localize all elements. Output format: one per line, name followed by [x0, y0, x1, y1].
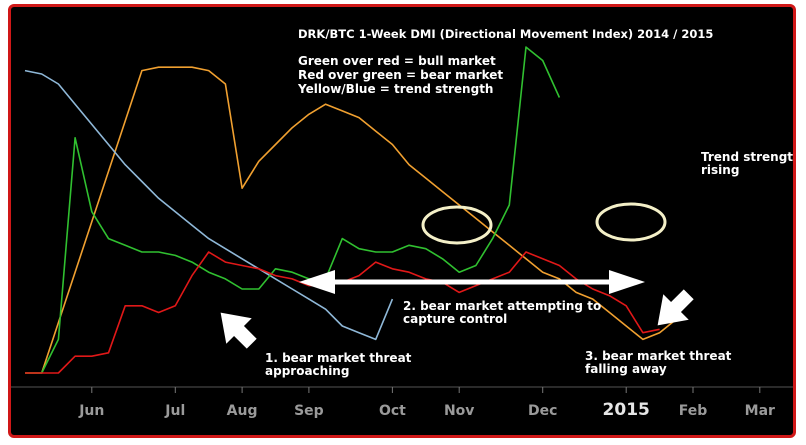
x-tick-label: Mar — [745, 403, 775, 419]
legend-line-1: Green over red = bull market — [298, 54, 496, 68]
double-arrow — [299, 270, 645, 294]
legend-line-3: Yellow/Blue = trend strength — [297, 82, 493, 96]
x-tick-label: Jun — [78, 403, 104, 419]
x-tick-label: Oct — [379, 403, 406, 419]
arrow-down-right — [657, 289, 694, 326]
legend-line-2: Red over green = bear market — [298, 68, 503, 82]
dmi-chart: Jun Jul Aug Sep Oct Nov Dec 2015 Feb Mar DRK/BTC … — [11, 27, 793, 420]
overlay-group — [220, 202, 694, 349]
arrow-up-right — [220, 312, 257, 349]
x-tick-label: Sep — [294, 403, 324, 419]
annotation-trend-rising: Trend strength rising — [701, 150, 796, 177]
crossover-circle-jan — [595, 202, 667, 242]
chart-title: DRK/BTC 1-Week DMI (Directional Movement… — [298, 27, 713, 41]
crossover-circle-nov — [421, 205, 493, 245]
x-tick-label: Dec — [528, 403, 557, 419]
annotation-threat-approaching: 1. bear market threat approaching — [265, 351, 412, 378]
annotation-threat-falling: 3. bear market threat falling away — [585, 349, 732, 376]
series-line-3 — [25, 46, 561, 374]
x-tick-label: Feb — [679, 403, 708, 419]
x-tick-label: Nov — [444, 403, 474, 419]
x-axis: Jun Jul Aug Sep Oct Nov Dec 2015 Feb Mar — [11, 386, 793, 420]
x-tick-label: 2015 — [603, 400, 650, 420]
chart-frame: Jun Jul Aug Sep Oct Nov Dec 2015 Feb Mar DRK/BTC … — [8, 4, 796, 438]
annotation-bear-attempting: 2. bear market attempting to capture con… — [403, 299, 602, 326]
x-tick-label: Aug — [227, 403, 258, 419]
series-line-1 — [25, 66, 677, 374]
x-tick-label: Jul — [164, 403, 185, 419]
series-line-2 — [24, 69, 394, 341]
